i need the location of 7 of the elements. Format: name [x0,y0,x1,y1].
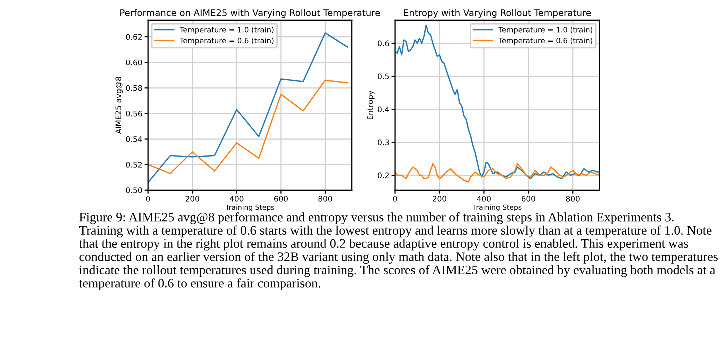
line-series [395,24,600,180]
line-series [148,32,348,184]
caption: Figure 9: AIME25 avg@8 performance and entropy versus the number of training steps in Ablation Experiments 3. Training with a temperature of 0.6 starts with the lowest entropy and learns more slowly than at a temperature of 1.0. Note that the entropy in the right plot remains around 0.2 because adaptive entropy control is enabled. This experiment was conducted on an earlier version of the 32B variant using only math data. Note also that in the left plot, the two temperatures indicate the rollout temperatures used during training. The scores of AIME25 were obtained by evaluating both models at a temperature of 0.6 to ensure a fair comparison. [79,212,718,290]
line-series [148,80,348,174]
chart-title: Performance on AIME25 with Varying Rollout Temperature [120,9,380,18]
line-series [395,163,600,183]
chart-title: Entropy with Varying Rollout Temperature [404,9,592,18]
